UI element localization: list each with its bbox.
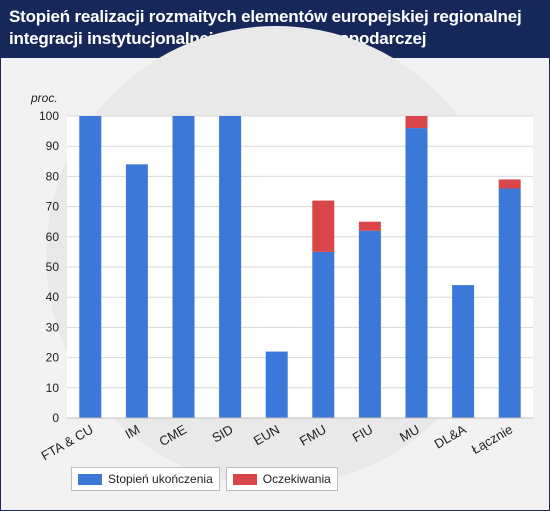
bar-completion — [358, 230, 381, 418]
x-tick-label: Łącznie — [469, 422, 515, 457]
x-tick-label: DL&A — [432, 421, 469, 451]
bar-completion — [312, 251, 335, 418]
bar-completion — [79, 116, 102, 418]
legend-swatch-expectation — [232, 473, 257, 485]
y-tick-label: 100 — [39, 109, 59, 123]
x-tick-label: FTA & CU — [38, 422, 95, 464]
bar-completion — [405, 128, 428, 418]
bar-expectation — [312, 200, 335, 252]
legend-item-expectation: Oczekiwania — [225, 467, 338, 491]
bar-completion — [265, 351, 288, 418]
y-tick-label: 70 — [46, 200, 60, 214]
bar-expectation — [358, 221, 381, 231]
y-tick-label: 10 — [46, 381, 60, 395]
bar-expectation — [498, 179, 521, 189]
bar-completion — [125, 164, 148, 418]
legend-item-completion: Stopień ukończenia — [71, 467, 220, 491]
bar-completion — [219, 116, 242, 418]
legend-swatch-completion — [78, 473, 102, 485]
bar-completion — [498, 188, 521, 418]
y-tick-label: 40 — [46, 290, 60, 304]
y-tick-label: 80 — [46, 169, 60, 183]
y-tick-label: 0 — [52, 411, 59, 425]
bar-completion — [452, 285, 475, 418]
y-tick-label: 90 — [46, 139, 60, 153]
legend-label-expectation: Oczekiwania — [262, 472, 331, 486]
y-tick-label: 30 — [46, 320, 60, 334]
x-tick-label: IM — [122, 422, 142, 442]
bar-expectation — [405, 116, 428, 129]
legend-label-completion: Stopień ukończenia — [108, 472, 213, 486]
y-tick-label: 60 — [46, 230, 60, 244]
y-axis-label: proc. — [30, 91, 58, 105]
y-tick-label: 20 — [46, 351, 60, 365]
bar-completion — [172, 116, 195, 418]
y-tick-label: 50 — [46, 260, 60, 274]
chart-legend: Stopień ukończenia Oczekiwania — [71, 467, 338, 491]
